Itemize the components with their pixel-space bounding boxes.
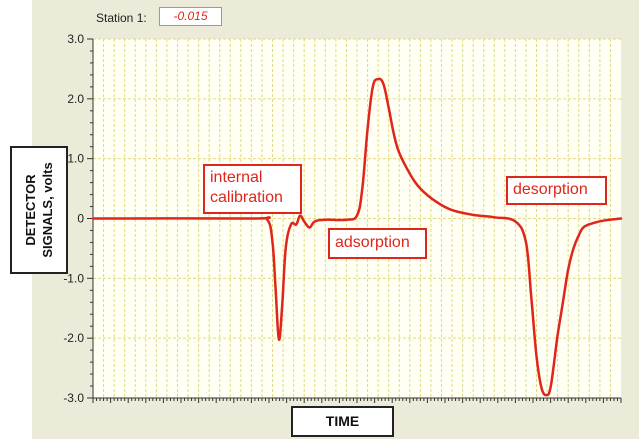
x-axis-label: TIME	[291, 406, 394, 437]
station-label: Station 1:	[96, 11, 147, 25]
y-tick-label: -3.0	[63, 391, 84, 405]
annotation-adsorption: adsorption	[328, 228, 427, 259]
y-tick-label: -2.0	[63, 331, 84, 345]
series-line-detector-signal	[91, 77, 623, 397]
station-value-field[interactable]: -0.015	[159, 7, 222, 26]
y-tick-label: 3.0	[67, 32, 84, 46]
y-tick-label: 2.0	[67, 92, 84, 106]
y-axis-label-text: DETECTOR SIGNALS, volts	[23, 162, 55, 258]
annotation-internal-calibration: internal calibration	[203, 164, 302, 214]
annotation-desorption: desorption	[506, 176, 607, 205]
y-tick-label: 1.0	[67, 152, 84, 166]
y-tick-label: -1.0	[63, 271, 84, 285]
y-tick-label: 0	[77, 212, 84, 226]
y-axis-label: DETECTOR SIGNALS, volts	[10, 146, 68, 274]
y-tick-labels: 3.0 2.0 1.0 0 -1.0 -2.0 -3.0	[63, 32, 84, 405]
series-group	[91, 77, 623, 397]
